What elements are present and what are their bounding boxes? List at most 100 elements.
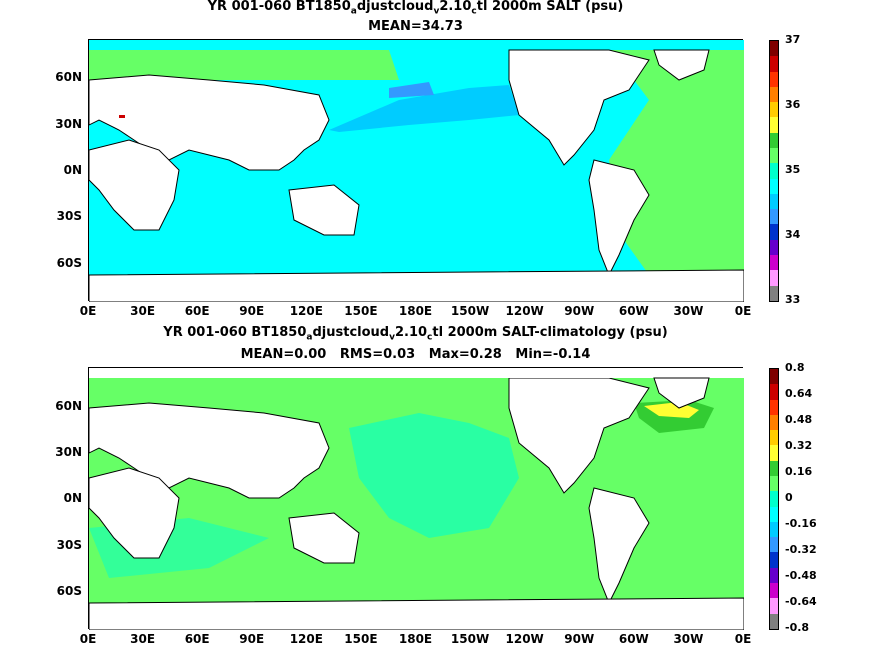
lon-label: 150W	[450, 632, 490, 646]
colorbar-swatch	[770, 369, 778, 385]
lat-label-0n: 0N	[63, 163, 82, 177]
colorbar-swatch	[770, 71, 778, 87]
colorbar-label: -0.48	[785, 569, 817, 582]
lon-label: 60E	[184, 304, 210, 318]
colorbar-swatch	[770, 384, 778, 400]
colorbar-label: -0.16	[785, 517, 817, 530]
colorbar-swatch	[770, 521, 778, 538]
mediterranean-spot	[119, 115, 125, 118]
lat-label-60n: 60N	[55, 70, 82, 84]
panel2-title-part: tl 2000m SALT-climatology (psu)	[432, 325, 668, 340]
colorbar-swatch	[770, 224, 778, 240]
greenland-land	[653, 377, 710, 409]
lon-label: 30E	[130, 304, 156, 318]
panel2-title: YR 001-060 BT1850adjustcloudv2.10ctl 200…	[88, 325, 743, 346]
panel1-title-sub: v	[433, 6, 440, 17]
lon-label: 0E	[79, 632, 97, 646]
south-america-land	[588, 159, 650, 277]
colorbar-swatch	[770, 537, 778, 553]
lon-label: 0E	[79, 304, 97, 318]
panel2-colorbar	[769, 368, 779, 630]
colorbar-swatch	[770, 567, 778, 583]
colorbar-label: 0.64	[785, 387, 813, 400]
panel1-title-sub: a	[350, 6, 357, 17]
colorbar-swatch	[770, 399, 778, 415]
colorbar-swatch	[770, 460, 778, 476]
lon-label: 150E	[344, 304, 378, 318]
panel2-title-part: YR 001-060 BT1850	[163, 325, 307, 340]
lat-label-0n: 0N	[63, 491, 82, 505]
arctic-land	[89, 368, 744, 378]
colorbar-swatch	[770, 285, 778, 301]
colorbar-swatch	[770, 41, 778, 57]
colorbar-swatch	[770, 475, 778, 492]
arctic-region	[89, 50, 399, 80]
colorbar-swatch	[770, 132, 778, 148]
north-america-land	[508, 49, 650, 166]
colorbar-label: 35	[785, 163, 801, 176]
panel1-map-svg	[89, 40, 744, 302]
greenland-land	[653, 49, 710, 81]
lon-label: 90W	[564, 632, 595, 646]
lon-label: 150E	[344, 632, 378, 646]
lon-label: 60W	[618, 632, 649, 646]
colorbar-swatch	[770, 254, 778, 271]
colorbar-label: 0.8	[785, 361, 805, 374]
colorbar-swatch	[770, 102, 778, 118]
colorbar-label: 0	[785, 491, 793, 504]
colorbar-label: 0.16	[785, 465, 813, 478]
south-america-land	[588, 487, 650, 605]
colorbar-swatch	[770, 506, 778, 522]
lat-label-30s: 30S	[56, 209, 82, 223]
lat-label-30n: 30N	[55, 445, 82, 459]
panel1-colorbar	[769, 40, 779, 302]
australia-land	[288, 184, 360, 236]
panel2-map-svg	[89, 368, 744, 630]
africa-land	[89, 467, 180, 559]
colorbar-swatch	[770, 86, 778, 103]
panel2-title-sub: c	[427, 332, 433, 343]
colorbar-swatch	[770, 178, 778, 194]
colorbar-swatch	[770, 239, 778, 255]
panel2-title-part: djustcloud	[312, 325, 390, 340]
colorbar-swatch	[770, 491, 778, 507]
lon-label: 120E	[289, 632, 323, 646]
lon-label: 180E	[398, 632, 433, 646]
panel2-title-sub: v	[389, 332, 395, 343]
colorbar-swatch	[770, 270, 778, 286]
colorbar-label: -0.64	[785, 595, 817, 608]
colorbar-label: 37	[785, 33, 801, 46]
colorbar-label: 0.48	[785, 413, 813, 426]
lon-label: 60E	[184, 632, 210, 646]
lat-label-30s: 30S	[56, 538, 82, 552]
lat-label-60s: 60S	[56, 256, 82, 270]
colorbar-swatch	[770, 613, 778, 629]
colorbar-swatch	[770, 414, 778, 431]
panel2-title-sub: a	[306, 332, 313, 343]
panel2-map	[88, 367, 744, 630]
panel2-stats: MEAN=0.00 RMS=0.03 Max=0.28 Min=-0.14	[240, 347, 591, 362]
antarctica-land	[89, 269, 744, 302]
north-america-land	[508, 377, 650, 494]
lon-label: 120W	[505, 304, 544, 318]
lon-label: 120W	[505, 632, 544, 646]
colorbar-swatch	[770, 193, 778, 210]
lon-label: 0E	[734, 304, 752, 318]
antarctica-land	[89, 597, 744, 630]
npac-blue	[329, 85, 519, 132]
colorbar-swatch	[770, 117, 778, 133]
colorbar-swatch	[770, 56, 778, 72]
panel1-title: YR 001-060 BT1850adjustcloudv2.10ctl 200…	[88, 0, 743, 20]
lon-label: 0E	[734, 632, 752, 646]
pacific-anomaly	[349, 413, 519, 538]
colorbar-swatch	[770, 445, 778, 461]
australia-land	[288, 512, 360, 564]
panel1-lon-axis: 0E 30E 60E 90E 120E 150E 180E 150W 120W 90W 60W 30W…	[0, 304, 875, 320]
npac-deep	[389, 82, 434, 98]
lon-label: 60W	[618, 304, 649, 318]
colorbar-swatch	[770, 147, 778, 164]
colorbar-swatch	[770, 582, 778, 599]
lon-label: 30W	[673, 304, 704, 318]
colorbar-label: 33	[785, 293, 801, 306]
panel1-title-part: YR 001-060 BT1850	[207, 0, 351, 14]
